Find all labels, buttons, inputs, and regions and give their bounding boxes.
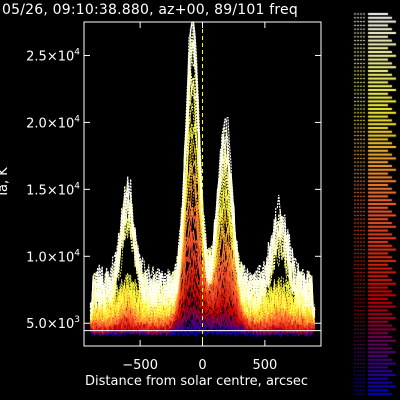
frequency-curve bbox=[90, 40, 315, 308]
frequency-legend bbox=[352, 10, 400, 400]
x-tick-label: −500 bbox=[122, 358, 158, 373]
y-tick-label: 1.5×104 bbox=[26, 181, 80, 198]
y-axis-label: Ta, K bbox=[0, 167, 11, 198]
y-tick-label: 1.0×104 bbox=[26, 248, 80, 265]
y-tick-label: 5.0×103 bbox=[26, 315, 80, 332]
x-tick-label: 500 bbox=[252, 358, 277, 373]
y-tick-label: 2.0×104 bbox=[26, 114, 80, 131]
x-axis-label: Distance from solar centre, arcsec bbox=[85, 374, 309, 389]
frequency-curve bbox=[90, 135, 316, 320]
frequency-curve bbox=[90, 295, 316, 335]
x-axis-ticks: −500 0 500 bbox=[122, 22, 277, 373]
frequency-curve bbox=[89, 160, 315, 325]
y-axis-ticks: 5.0×103 1.0×104 1.5×104 2.0×104 2.5×104 bbox=[26, 47, 321, 332]
plot-title: 05/26, 09:10:38.880, az+00, 89/101 freq bbox=[2, 2, 298, 18]
x-tick-label: 0 bbox=[198, 358, 206, 373]
y-tick-label: 2.5×104 bbox=[26, 47, 80, 64]
frequency-curve bbox=[89, 117, 316, 320]
